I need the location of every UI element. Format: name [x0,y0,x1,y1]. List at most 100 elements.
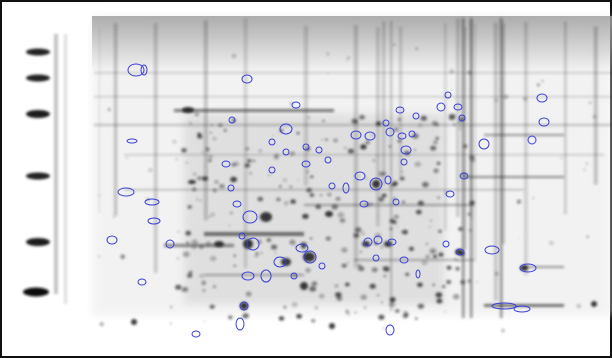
spot [270,244,278,250]
spot [187,205,192,209]
annotated-spot-outline [491,302,517,310]
annotated-spot-outline [140,64,148,76]
annotated-spot-outline [395,106,405,114]
band [94,124,612,126]
spot [208,159,212,162]
spot [503,94,508,99]
streak [500,18,503,318]
spot [212,137,217,141]
spot [309,237,313,240]
spot [188,106,190,109]
spot [541,80,544,82]
spot [418,123,423,128]
spot [376,294,380,297]
spot [306,187,312,193]
spot [203,320,206,323]
annotated-spot-outline [400,158,408,166]
spot [467,212,471,216]
spot [296,132,300,135]
band [124,154,604,156]
spot [300,282,308,290]
spot [476,281,478,283]
spot [435,292,443,298]
spot [188,180,196,184]
spot [170,305,173,309]
spot [182,251,190,257]
spot [284,201,289,206]
spot [460,280,466,285]
spot [303,252,315,262]
annotated-spot-outline [458,114,466,122]
annotated-spot-outline [279,123,293,135]
spot [283,305,287,309]
spot [230,176,238,183]
spot [359,115,365,120]
spot [213,188,217,193]
spot [276,197,281,202]
band [304,204,474,206]
spot [214,241,224,247]
spot [339,218,346,223]
annotated-spot-outline [235,317,245,331]
annotated-spot-outline [227,184,235,192]
spot [181,148,187,153]
annotated-spot-outline [239,301,249,311]
annotated-spot-outline [238,232,246,240]
spot [446,280,452,284]
annotated-spot-outline [536,93,548,103]
spot [326,52,330,56]
spot [408,246,414,251]
spot [577,304,581,308]
streak [564,21,567,215]
spot [354,120,358,124]
spot [290,199,296,204]
spot [248,171,253,175]
annotated-spot-outline [363,237,373,247]
spot [428,226,431,228]
annotated-spot-outline [513,305,531,313]
annotated-spot-outline [144,198,160,206]
spot [455,266,460,271]
spot [389,218,395,223]
spot [347,148,355,154]
annotated-spot-outline [385,324,395,336]
spot [360,251,362,253]
spot [518,237,520,239]
spot [254,254,259,258]
spot [192,187,197,191]
spot [120,254,125,259]
marker-ladder [23,34,67,304]
spot [202,176,208,182]
spot [494,98,498,102]
spot [307,116,311,119]
spot [358,264,361,267]
spot [297,179,299,181]
streak [502,23,505,244]
spot [248,241,253,245]
spot [341,263,347,268]
spot [112,215,115,218]
spot [191,239,198,245]
annotated-spot-outline [455,248,465,256]
spot [182,107,194,113]
spot-annotations [106,63,550,338]
spot [446,265,452,270]
spot [231,163,236,167]
spot [278,316,285,321]
spot [199,245,204,249]
spot [458,128,462,131]
spot [469,200,475,205]
annotated-spot-outline [384,175,392,185]
spot [384,241,392,247]
streak [390,20,393,311]
spot [201,280,206,285]
annotated-spot-outline [412,112,420,120]
spot [245,147,249,151]
spot [381,193,387,198]
spot [311,281,318,286]
spot [415,47,419,51]
spot [335,197,341,201]
spot [327,192,332,197]
spot [185,230,191,236]
spot [322,120,325,122]
